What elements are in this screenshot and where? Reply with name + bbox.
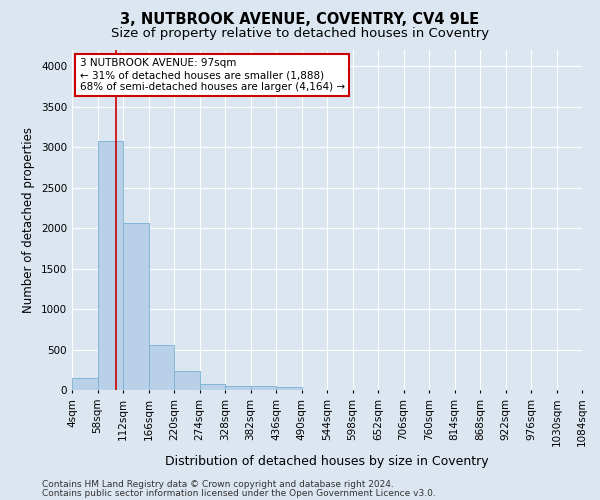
Bar <box>251 386 276 390</box>
Text: Contains public sector information licensed under the Open Government Licence v3: Contains public sector information licen… <box>42 488 436 498</box>
Text: Size of property relative to detached houses in Coventry: Size of property relative to detached ho… <box>111 28 489 40</box>
Bar <box>123 223 149 390</box>
Bar <box>72 378 97 390</box>
Text: 3, NUTBROOK AVENUE, COVENTRY, CV4 9LE: 3, NUTBROOK AVENUE, COVENTRY, CV4 9LE <box>121 12 479 28</box>
Bar <box>174 371 199 390</box>
X-axis label: Distribution of detached houses by size in Coventry: Distribution of detached houses by size … <box>165 454 489 468</box>
Bar <box>149 344 174 390</box>
Bar <box>276 387 302 390</box>
Bar <box>225 386 251 390</box>
Y-axis label: Number of detached properties: Number of detached properties <box>22 127 35 313</box>
Bar <box>97 142 123 390</box>
Text: 3 NUTBROOK AVENUE: 97sqm
← 31% of detached houses are smaller (1,888)
68% of sem: 3 NUTBROOK AVENUE: 97sqm ← 31% of detach… <box>80 58 345 92</box>
Bar <box>200 384 225 390</box>
Text: Contains HM Land Registry data © Crown copyright and database right 2024.: Contains HM Land Registry data © Crown c… <box>42 480 394 489</box>
